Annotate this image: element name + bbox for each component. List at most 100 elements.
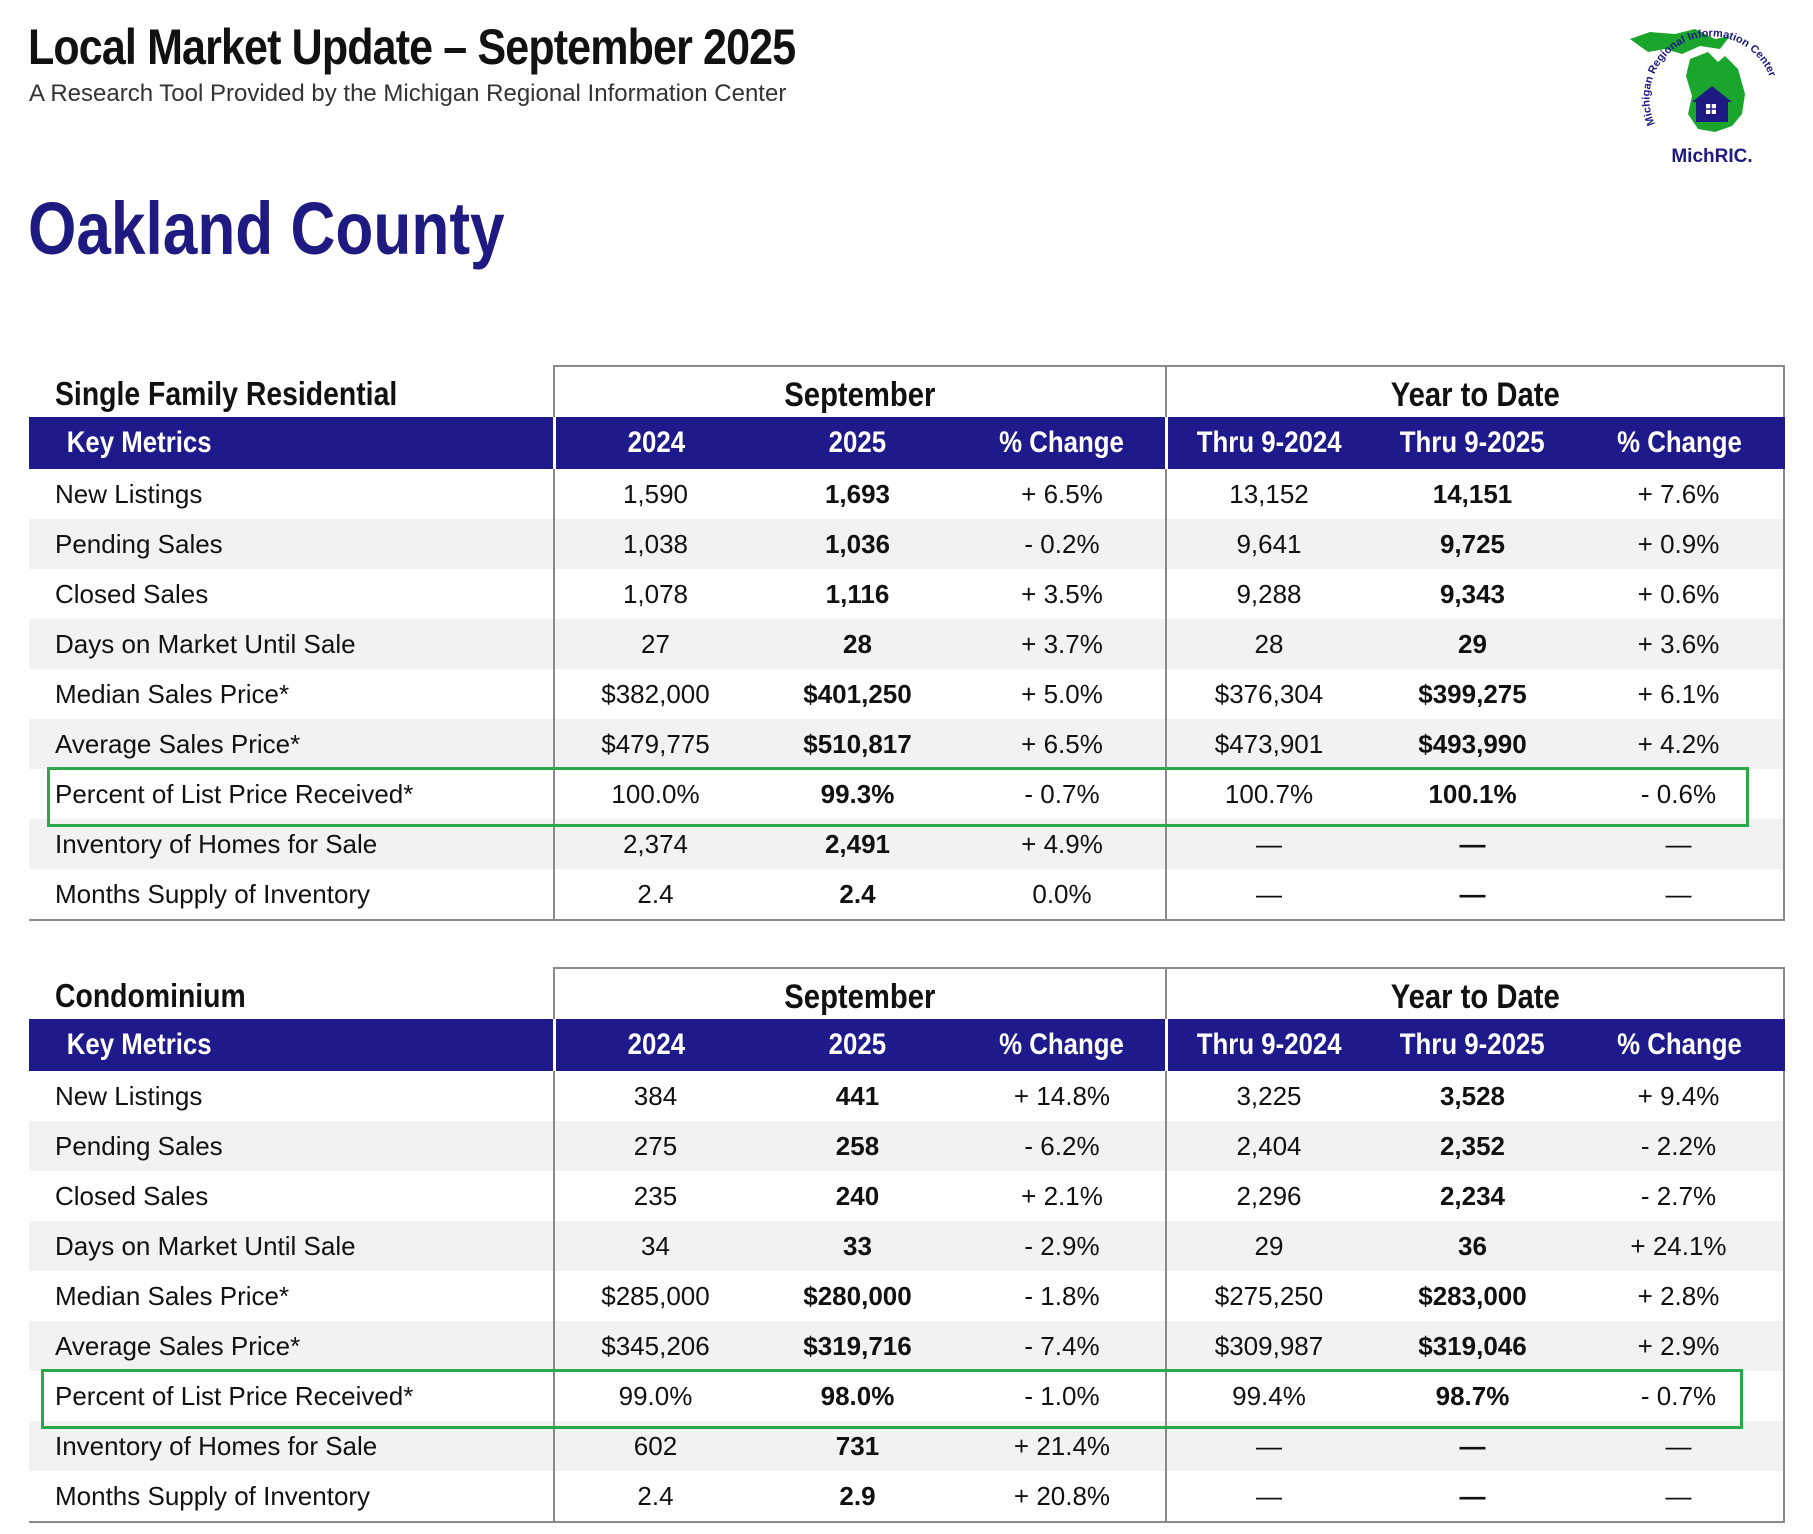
table-row: Average Sales Price* $479,775 $510,817 + 6.… [29,719,1785,769]
cell-ytd-2024: 29 [1165,1221,1371,1271]
cell-month-change: + 6.5% [1021,478,1103,509]
cell-month-change: - 0.7% [1024,778,1100,809]
cell-month-2025: 441 [835,1080,880,1111]
col-ytd-2024: Thru 9-2024 [1165,1019,1371,1071]
col-key-metrics: Key Metrics [66,426,212,459]
cell-ytd-2025: 36 [1458,1230,1487,1261]
cell-month-2024: 100.0% [553,769,756,819]
cell-ytd-2024: 99.4% [1165,1371,1371,1421]
col-ytd-2025: Thru 9-2025 [1400,1028,1545,1061]
metric-label: New Listings [55,478,203,509]
col-ytd-2024: Thru 9-2024 [1165,417,1371,469]
metric-label: Average Sales Price* [55,728,301,759]
cell-month-2024: 235 [553,1171,756,1221]
table-row: Average Sales Price* $345,206 $319,716 - 7.… [29,1321,1785,1371]
cell-ytd-2024: 2,296 [1165,1171,1371,1221]
metric-label: Months Supply of Inventory [55,1480,371,1511]
cell-month-2024: 1,078 [553,569,756,619]
cell-ytd-change: + 3.6% [1574,619,1785,669]
cell-month-change: + 2.1% [1021,1180,1103,1211]
cell-month-change: - 0.2% [1024,528,1100,559]
cell-ytd-2025: — [1459,1480,1486,1511]
cell-month-2024: 275 [553,1121,756,1171]
table-row: New Listings 384 441 + 14.8% 3,225 3,528 + 9.4… [29,1071,1785,1121]
column-header-row: Key Metrics 2024 2025 % Change Thru 9-20… [29,417,1785,469]
cell-month-2025: $401,250 [803,678,912,709]
metric-label: Closed Sales [55,1180,209,1211]
cell-month-change: + 3.7% [1021,628,1103,659]
cell-month-2025: 731 [835,1430,880,1461]
cell-ytd-2025: — [1459,878,1486,909]
table-row: Months Supply of Inventory 2.4 2.9 + 20.8% —… [29,1471,1785,1521]
table-row: Median Sales Price* $382,000 $401,250 + 5.0… [29,669,1785,719]
table-row: Inventory of Homes for Sale 602 731 + 21.4%… [29,1421,1785,1471]
cell-month-2025: $319,716 [803,1330,912,1361]
cell-ytd-2024: $309,987 [1165,1321,1371,1371]
cell-month-2024: $382,000 [553,669,756,719]
cell-ytd-2025: $399,275 [1418,678,1527,709]
county-title: Oakland County [28,187,505,270]
cell-month-2024: $345,206 [553,1321,756,1371]
table-row: Days on Market Until Sale 27 28 + 3.7% 28 29 +… [29,619,1785,669]
cell-ytd-change: - 2.7% [1574,1171,1785,1221]
cell-ytd-change: - 2.2% [1574,1121,1785,1171]
metric-label: Median Sales Price* [55,678,290,709]
col-month-change: % Change [999,426,1125,459]
cell-month-2024: 1,590 [553,469,756,519]
group-header-row: Single Family Residential September Year… [29,365,1785,417]
cell-ytd-2024: 13,152 [1165,469,1371,519]
metric-label: Inventory of Homes for Sale [55,828,378,859]
table-row: Closed Sales 235 240 + 2.1% 2,296 2,234 - 2.7% [29,1171,1785,1221]
cell-ytd-2025: 9,725 [1439,528,1506,559]
metric-label: Closed Sales [55,578,209,609]
data-rows: New Listings 384 441 + 14.8% 3,225 3,528 + 9.4… [29,1071,1785,1523]
cell-ytd-change: - 0.6% [1574,769,1785,819]
metric-label: New Listings [55,1080,203,1111]
cell-ytd-2025: $493,990 [1418,728,1527,759]
cell-month-2024: 1,038 [553,519,756,569]
house-icon [1692,86,1732,122]
cell-ytd-change: + 0.9% [1574,519,1785,569]
cell-month-change: 0.0% [1032,878,1092,909]
cell-month-2025: 1,116 [825,578,890,609]
cell-month-change: - 1.0% [1024,1380,1100,1411]
cell-ytd-2024: — [1165,1471,1371,1521]
cell-ytd-2024: $275,250 [1165,1271,1371,1321]
cell-month-2024: 2,374 [553,819,756,869]
group-label-ytd: Year to Date [1165,967,1785,1019]
table-row: Percent of List Price Received* 100.0% 99.… [29,769,1785,819]
metric-label: Days on Market Until Sale [55,628,356,659]
cell-ytd-change: — [1574,1471,1785,1521]
col-ytd-change: % Change [1617,1028,1742,1061]
table-row: Pending Sales 275 258 - 6.2% 2,404 2,352 - 2.2… [29,1121,1785,1171]
cell-month-change: - 6.2% [1024,1130,1100,1161]
cell-ytd-2024: 3,225 [1165,1071,1371,1121]
cell-ytd-change: + 2.9% [1574,1321,1785,1371]
cell-ytd-2024: 100.7% [1165,769,1371,819]
data-rows: New Listings 1,590 1,693 + 6.5% 13,152 14,151… [29,469,1785,921]
table-row: Inventory of Homes for Sale 2,374 2,491 + 4… [29,819,1785,869]
cell-month-change: + 6.5% [1021,728,1103,759]
condominium-section: Condominium September Year to Date Key M… [29,967,1785,1523]
cell-ytd-change: - 0.7% [1574,1371,1785,1421]
col-ytd-2025: Thru 9-2025 [1400,426,1545,459]
col-month-change: % Change [999,1028,1125,1061]
cell-month-2024: 99.0% [553,1371,756,1421]
cell-ytd-2024: $376,304 [1165,669,1371,719]
cell-ytd-2024: — [1165,1421,1371,1471]
logo-brand: MichRIC. [1671,146,1752,167]
table-row: Median Sales Price* $285,000 $280,000 - 1.8… [29,1271,1785,1321]
cell-month-2024: 2.4 [553,1471,756,1521]
cell-month-change: - 1.8% [1024,1280,1100,1311]
cell-ytd-2024: — [1165,819,1371,869]
cell-ytd-2024: 2,404 [1165,1121,1371,1171]
cell-ytd-change: + 4.2% [1574,719,1785,769]
group-label-month: September [553,967,1165,1019]
cell-month-change: + 3.5% [1021,578,1103,609]
table-row: Percent of List Price Received* 99.0% 98.0… [29,1371,1785,1421]
cell-month-2025: 28 [843,628,872,659]
cell-month-change: + 5.0% [1021,678,1103,709]
cell-month-change: - 2.9% [1024,1230,1100,1261]
cell-month-2025: 2,491 [824,828,891,859]
page-subtitle: A Research Tool Provided by the Michigan… [29,80,787,107]
